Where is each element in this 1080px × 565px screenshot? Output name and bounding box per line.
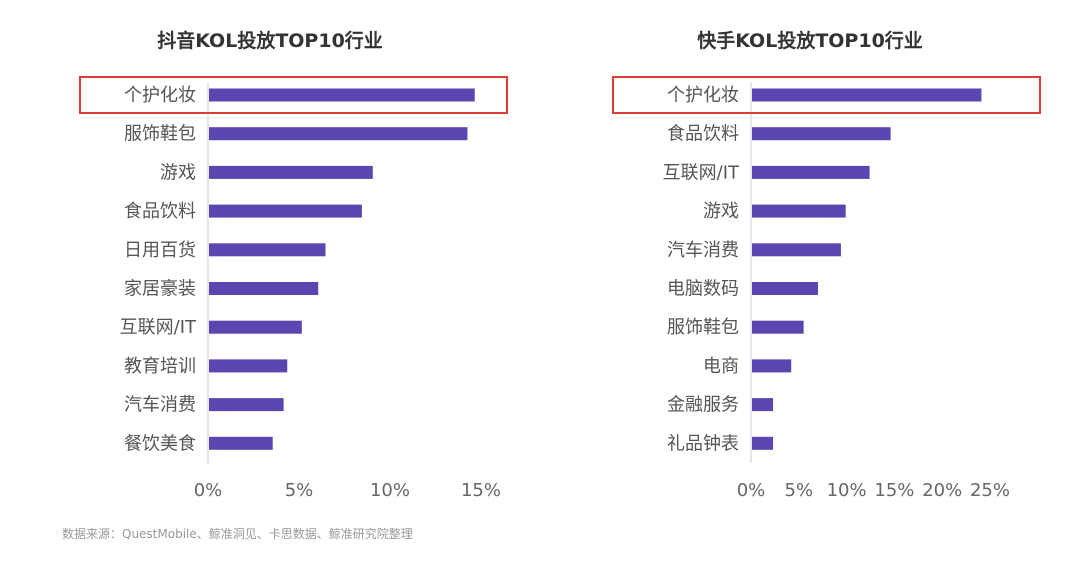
- category-label-douyin: 教育培训: [124, 356, 196, 377]
- category-label-kuaishou: 礼品钟表: [667, 433, 739, 454]
- category-label-kuaishou: 汽车消费: [667, 240, 739, 261]
- category-label-douyin: 汽车消费: [124, 395, 196, 416]
- bar-douyin: [209, 127, 468, 141]
- x-tick-label-kuaishou: 5%: [785, 480, 814, 501]
- category-label-douyin: 个护化妆: [124, 85, 196, 106]
- bar-douyin: [209, 359, 288, 373]
- bar-kuaishou: [752, 436, 774, 450]
- category-label-kuaishou: 电商: [703, 356, 739, 377]
- data-source-note: 数据来源：QuestMobile、鲸准洞见、卡思数据、鲸准研究院整理: [62, 527, 413, 541]
- bar-douyin: [209, 88, 475, 102]
- bar-kuaishou: [752, 282, 818, 295]
- x-tick-label-kuaishou: 25%: [970, 480, 1010, 501]
- category-label-douyin: 日用百货: [124, 240, 196, 261]
- category-label-douyin: 餐饮美食: [124, 433, 196, 454]
- category-label-douyin: 服饰鞋包: [124, 124, 196, 145]
- category-label-kuaishou: 游戏: [703, 201, 739, 222]
- x-tick-label-douyin: 5%: [285, 480, 314, 501]
- bar-douyin: [209, 165, 373, 179]
- bar-kuaishou: [752, 320, 804, 334]
- bar-douyin: [209, 436, 273, 450]
- x-tick-label-kuaishou: 15%: [874, 480, 914, 501]
- x-tick-label-douyin: 10%: [370, 480, 410, 501]
- highlight-box-douyin: [79, 76, 508, 114]
- chart-title-douyin: 抖音KOL投放TOP10行业: [157, 30, 383, 52]
- x-tick-label-kuaishou: 10%: [827, 480, 867, 501]
- bar-douyin: [209, 320, 302, 334]
- bar-douyin: [209, 282, 319, 295]
- category-label-douyin: 食品饮料: [124, 201, 196, 222]
- chart-panel-douyin: 抖音KOL投放TOP10行业 个护化妆服饰鞋包游戏食品饮料日用百货家居豪装互联网…: [0, 0, 540, 520]
- bar-kuaishou: [752, 88, 982, 102]
- bar-douyin: [209, 204, 362, 218]
- category-label-douyin: 互联网/IT: [120, 317, 197, 338]
- category-label-kuaishou: 服饰鞋包: [667, 317, 739, 338]
- bar-douyin: [209, 398, 284, 412]
- bar-kuaishou: [752, 165, 870, 179]
- x-tick-label-douyin: 0%: [194, 480, 223, 501]
- x-tick-label-kuaishou: 0%: [737, 480, 766, 501]
- x-tick-label-douyin: 15%: [461, 480, 501, 501]
- bar-kuaishou: [752, 359, 792, 373]
- bar-kuaishou: [752, 127, 891, 141]
- chart-panel-kuaishou: 快手KOL投放TOP10行业 个护化妆食品饮料互联网/IT 游戏汽车消费电脑数码服…: [540, 0, 1080, 520]
- bar-kuaishou: [752, 243, 841, 257]
- chart-title-kuaishou: 快手KOL投放TOP10行业: [697, 30, 923, 52]
- category-label-kuaishou: 电脑数码: [667, 279, 739, 300]
- bar-kuaishou: [752, 398, 774, 412]
- category-label-kuaishou: 互联网/IT: [663, 162, 740, 183]
- category-label-kuaishou: 金融服务: [667, 395, 739, 416]
- bar-kuaishou: [752, 204, 846, 218]
- category-label-douyin: 家居豪装: [124, 279, 196, 300]
- category-label-kuaishou: 食品饮料: [667, 124, 739, 145]
- x-tick-label-kuaishou: 20%: [922, 480, 962, 501]
- category-label-douyin: 游戏: [160, 162, 196, 183]
- highlight-box-kuaishou: [612, 76, 1041, 114]
- bar-douyin: [209, 243, 326, 257]
- category-label-kuaishou: 个护化妆: [667, 85, 739, 106]
